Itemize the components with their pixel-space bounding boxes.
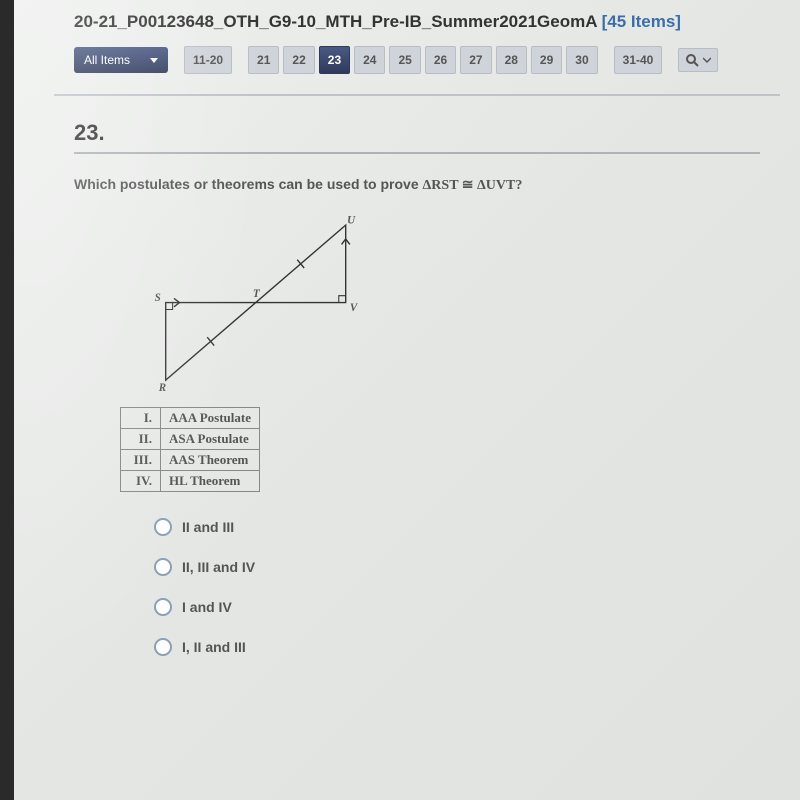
option-label: II, III and IV: [182, 559, 255, 575]
items-count: [45 Items]: [602, 12, 681, 31]
table-row: I.AAA Postulate: [121, 408, 260, 429]
option-label: I, II and III: [182, 639, 246, 655]
option-a[interactable]: II and III: [154, 518, 760, 536]
search-button[interactable]: [678, 48, 718, 72]
question-divider: [74, 152, 760, 154]
nav-item-28[interactable]: 28: [496, 46, 527, 74]
dropdown-label: All Items: [84, 53, 130, 67]
caret-down-icon: [703, 56, 711, 64]
radio-icon: [154, 598, 172, 616]
screen: 20-21_P00123648_OTH_G9-10_MTH_Pre-IB_Sum…: [0, 0, 800, 800]
geometry-figure: S R T U V: [104, 214, 760, 399]
magnifier-icon: [685, 53, 699, 67]
nav-item-30[interactable]: 30: [566, 46, 597, 74]
question-nav: All Items 11-20 21 22 23 24 25 26 27 28 …: [14, 42, 800, 82]
nav-range-next[interactable]: 31-40: [614, 46, 663, 74]
label-V: V: [350, 302, 359, 314]
all-items-dropdown[interactable]: All Items: [74, 47, 168, 73]
radio-icon: [154, 518, 172, 536]
title-text: 20-21_P00123648_OTH_G9-10_MTH_Pre-IB_Sum…: [74, 12, 597, 31]
question-area: 23. Which postulates or theorems can be …: [14, 96, 800, 656]
option-c[interactable]: I and IV: [154, 598, 760, 616]
nav-item-24[interactable]: 24: [354, 46, 385, 74]
label-S: S: [155, 292, 161, 304]
option-label: II and III: [182, 519, 234, 535]
nav-item-27[interactable]: 27: [460, 46, 491, 74]
option-label: I and IV: [182, 599, 232, 615]
nav-item-29[interactable]: 29: [531, 46, 562, 74]
table-row: III.AAS Theorem: [121, 450, 260, 471]
radio-icon: [154, 558, 172, 576]
nav-item-26[interactable]: 26: [425, 46, 456, 74]
nav-item-23[interactable]: 23: [319, 46, 350, 74]
answer-options: II and III II, III and IV I and IV I, II…: [154, 518, 760, 656]
nav-item-25[interactable]: 25: [389, 46, 420, 74]
question-prompt: Which postulates or theorems can be used…: [74, 176, 760, 194]
table-row: IV.HL Theorem: [121, 471, 260, 492]
nav-item-21[interactable]: 21: [248, 46, 279, 74]
table-row: II.ASA Postulate: [121, 429, 260, 450]
caret-down-icon: [150, 58, 158, 63]
label-U: U: [347, 215, 356, 227]
label-R: R: [158, 382, 166, 394]
option-d[interactable]: I, II and III: [154, 638, 760, 656]
assessment-title: 20-21_P00123648_OTH_G9-10_MTH_Pre-IB_Sum…: [14, 0, 800, 42]
nav-item-22[interactable]: 22: [283, 46, 314, 74]
radio-icon: [154, 638, 172, 656]
nav-range-prev[interactable]: 11-20: [184, 46, 232, 74]
option-b[interactable]: II, III and IV: [154, 558, 760, 576]
theorem-table: I.AAA Postulate II.ASA Postulate III.AAS…: [120, 407, 260, 492]
question-number: 23.: [74, 120, 760, 152]
